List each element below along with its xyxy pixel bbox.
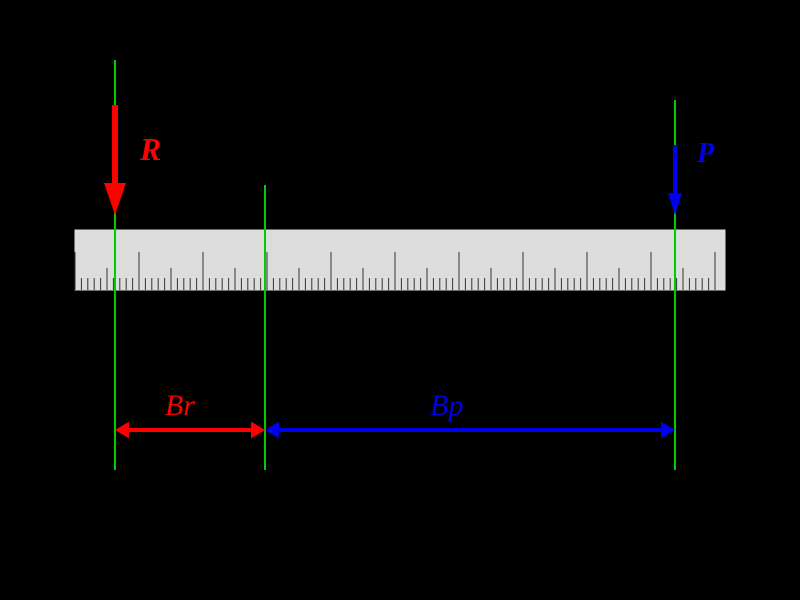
background: [0, 0, 800, 600]
dimension-br-label: Br: [165, 389, 195, 422]
force-r-arrow-label: R: [139, 131, 161, 167]
dimension-bp-label: Bp: [430, 389, 463, 422]
ruler-body: [75, 230, 725, 290]
force-p-arrow-label: P: [696, 138, 715, 169]
lever-diagram: R P Br Bp: [0, 0, 800, 600]
